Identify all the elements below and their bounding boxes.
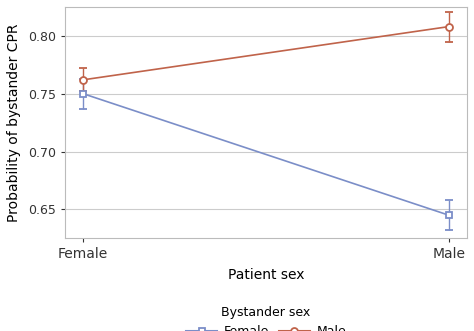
Y-axis label: Probability of bystander CPR: Probability of bystander CPR [7, 24, 21, 222]
Legend: Female, Male: Female, Male [181, 301, 351, 331]
X-axis label: Patient sex: Patient sex [228, 268, 304, 282]
